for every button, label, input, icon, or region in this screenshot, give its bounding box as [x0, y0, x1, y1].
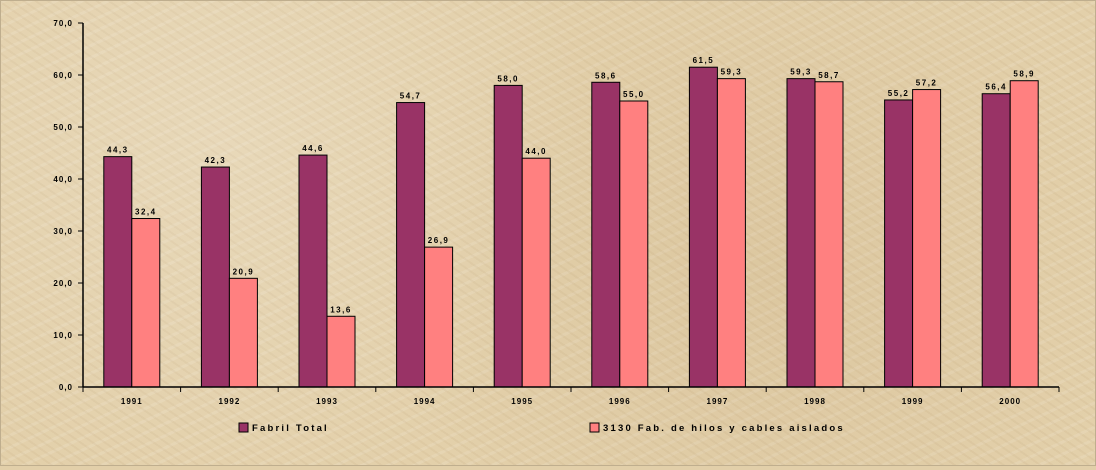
data-label: 26,9 — [428, 236, 450, 245]
data-label: 44,3 — [107, 146, 129, 155]
data-label: 58,7 — [818, 71, 840, 80]
data-label: 54,7 — [400, 92, 422, 101]
bar-fabril-total-1992 — [200, 166, 230, 388]
x-tick-label: 1996 — [609, 397, 631, 406]
bar-hilos-cables-1997 — [716, 78, 746, 388]
data-label: 44,6 — [302, 144, 324, 153]
y-axis: 0,0 10,0 20,0 30,0 40,0 50,0 60,0 70,0 — [53, 19, 84, 392]
legend-swatch-fabril-total — [238, 422, 249, 433]
y-tick-label: 20,0 — [53, 279, 73, 288]
x-tick-label: 1991 — [121, 397, 143, 406]
data-label: 42,3 — [205, 156, 227, 165]
bar-hilos-cables-1999 — [912, 89, 942, 388]
legend-label-hilos-cables: 3130 Fab. de hilos y cables aislados — [603, 423, 845, 434]
bar-hilos-cables-1992 — [228, 277, 258, 388]
bar-hilos-cables-1995 — [521, 157, 551, 388]
data-label: 32,4 — [135, 208, 157, 217]
data-label: 58,9 — [1013, 70, 1035, 79]
y-tick-label: 60,0 — [53, 71, 73, 80]
bar-hilos-cables-1994 — [424, 246, 454, 388]
x-tick-label: 2000 — [999, 397, 1021, 406]
x-tick-label: 1998 — [804, 397, 826, 406]
bar-fabril-total-1994 — [396, 102, 426, 388]
y-tick-label: 30,0 — [53, 227, 73, 236]
x-axis: 1991 1992 1993 1994 1995 1996 1997 1998 1999 2000 — [82, 386, 1060, 406]
bar-hilos-cables-2000 — [1009, 80, 1039, 388]
y-tick-label: 50,0 — [53, 123, 73, 132]
y-tick-label: 70,0 — [53, 19, 73, 28]
x-tick-label: 1999 — [902, 397, 924, 406]
bar-fabril-total-1996 — [591, 81, 621, 388]
x-tick-label: 1995 — [511, 397, 533, 406]
data-label: 58,6 — [595, 71, 617, 80]
data-label: 13,6 — [330, 305, 352, 314]
data-label: 56,4 — [985, 83, 1007, 92]
data-label: 59,3 — [721, 68, 743, 77]
y-tick-label: 0,0 — [59, 383, 73, 392]
legend-label-fabril-total: Fabril Total — [252, 423, 329, 434]
data-label: 58,0 — [497, 74, 519, 83]
data-label: 59,3 — [790, 68, 812, 77]
bar-fabril-total-2000 — [981, 93, 1011, 388]
bar-fabril-total-1991 — [103, 156, 133, 388]
data-label: 61,5 — [693, 56, 715, 65]
bar-fabril-total-1999 — [884, 99, 914, 388]
bars: 44,3 32,4 42,3 20,9 44,6 13,6 54,7 26,9 58,0 44,0… — [103, 56, 1039, 388]
legend: Fabril Total 3130 Fab. de hilos y cables … — [238, 422, 845, 434]
x-tick-label: 1993 — [316, 397, 338, 406]
bar-hilos-cables-1996 — [619, 100, 649, 388]
data-label: 57,2 — [916, 79, 938, 88]
legend-swatch-hilos-cables — [589, 422, 600, 433]
bar-hilos-cables-1998 — [814, 81, 844, 388]
x-tick-label: 1997 — [707, 397, 729, 406]
data-label: 20,9 — [233, 267, 255, 276]
data-label: 55,0 — [623, 90, 645, 99]
y-tick-label: 10,0 — [53, 331, 73, 340]
data-label: 44,0 — [525, 147, 547, 156]
y-tick-label: 40,0 — [53, 175, 73, 184]
data-label: 55,2 — [888, 89, 910, 98]
bar-fabril-total-1998 — [786, 78, 816, 388]
bar-hilos-cables-1993 — [326, 315, 356, 388]
bar-hilos-cables-1991 — [131, 218, 161, 388]
x-tick-label: 1992 — [219, 397, 241, 406]
bar-fabril-total-1997 — [688, 66, 718, 388]
bar-fabril-total-1993 — [298, 154, 328, 388]
x-tick-label: 1994 — [414, 397, 436, 406]
bar-fabril-total-1995 — [493, 84, 523, 388]
